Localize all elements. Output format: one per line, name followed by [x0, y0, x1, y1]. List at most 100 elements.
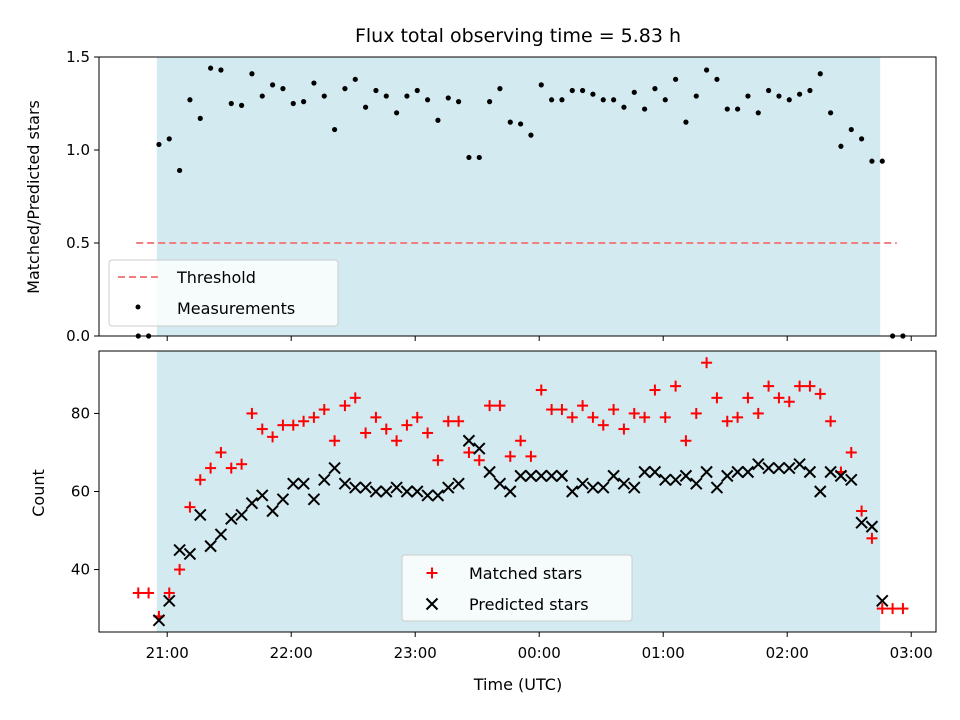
- x-tick-label: 03:00: [890, 644, 933, 662]
- predicted-star-point-b: [338, 477, 352, 490]
- measurement-point: [828, 110, 834, 116]
- matched-star-point: [236, 458, 248, 470]
- measurement-point: [518, 121, 524, 127]
- matched-star-point: [783, 396, 795, 408]
- predicted-star-point: [762, 461, 775, 475]
- legend-matched-marker: [426, 567, 438, 579]
- predicted-star-point-b: [638, 465, 651, 479]
- predicted-star-point-b: [793, 457, 806, 471]
- predicted-star-point: [803, 465, 817, 479]
- measurement-point: [631, 89, 637, 95]
- matched-star-point: [742, 392, 754, 404]
- predicted-star-point-b: [442, 481, 455, 494]
- measurement-point: [755, 110, 761, 116]
- measurement-point: [848, 126, 854, 133]
- measurement-point: [301, 99, 307, 105]
- matched-star-point: [463, 446, 475, 458]
- matched-star-point: [721, 415, 733, 427]
- predicted-star-point: [865, 520, 879, 533]
- matched-star-point: [432, 454, 444, 466]
- matched-star-point: [422, 427, 434, 439]
- predicted-star-point: [535, 469, 548, 483]
- measurement-point: [786, 97, 792, 103]
- predicted-star-point: [183, 547, 197, 561]
- predicted-star-point: [741, 465, 755, 479]
- measurement-point: [218, 67, 224, 73]
- predicted-star-point: [400, 485, 414, 498]
- predicted-star-point: [648, 465, 662, 479]
- predicted-star-point-b: [524, 469, 538, 483]
- predicted-star-point: [256, 489, 269, 502]
- measurement-point: [166, 136, 172, 142]
- measurement-point: [197, 115, 203, 121]
- matched-star-point: [287, 419, 299, 431]
- predicted-star-point: [173, 543, 186, 557]
- matched-star-point: [587, 411, 599, 423]
- measurement-point: [869, 158, 875, 164]
- predicted-star-point-b: [183, 547, 197, 561]
- top-x-ticks: [166, 336, 912, 341]
- matched-star-point: [163, 587, 175, 599]
- predicted-star-point-b: [194, 508, 207, 522]
- predicted-star-point-b: [783, 461, 796, 475]
- predicted-star-point: [555, 469, 569, 483]
- predicted-star-point-b: [669, 473, 682, 486]
- predicted-star-point: [483, 465, 496, 479]
- matched-star-point: [391, 435, 403, 447]
- predicted-star-point-b: [245, 497, 259, 510]
- predicted-star-point-b: [710, 481, 724, 494]
- measurement-point: [342, 86, 348, 92]
- matched-star-point: [535, 384, 547, 396]
- predicted-star-point-b: [607, 469, 620, 483]
- predicted-star-point-b: [824, 465, 837, 479]
- predicted-star-point: [338, 477, 352, 490]
- matched-star-point: [690, 407, 702, 419]
- measurement-point: [187, 97, 193, 103]
- predicted-star-point-b: [597, 481, 610, 494]
- matched-star-point: [401, 419, 413, 431]
- measurement-point: [280, 86, 286, 92]
- predicted-star-point-b: [555, 469, 569, 483]
- bottom-legend-box: [401, 554, 633, 622]
- predicted-star-point-b: [514, 469, 527, 483]
- measurement-point: [208, 65, 214, 71]
- matched-star-point: [184, 501, 196, 513]
- measurement-point: [879, 158, 885, 164]
- measurement-point: [673, 76, 679, 82]
- measurement-point: [817, 71, 823, 77]
- measurement-point: [580, 87, 586, 94]
- matched-star-point: [267, 431, 279, 443]
- matched-star-point: [639, 411, 651, 423]
- predicted-star-point-b: [411, 485, 424, 498]
- matched-star-point: [318, 404, 330, 416]
- matched-star-point: [277, 419, 289, 431]
- predicted-star-point-b: [772, 461, 786, 475]
- matched-star-point: [711, 392, 723, 404]
- matched-star-point: [814, 388, 826, 400]
- matched-star-point: [649, 384, 661, 396]
- top-y-axis: 0.0 0.5 1.0 1.5: [66, 48, 99, 345]
- matched-star-point: [205, 462, 217, 474]
- measurement-point: [228, 100, 234, 107]
- predicted-star-point-b: [380, 485, 393, 498]
- predicted-star-point-b: [845, 473, 858, 486]
- predicted-star-point: [690, 477, 703, 490]
- measurement-point: [456, 99, 462, 105]
- predicted-star-point-b: [328, 461, 341, 475]
- matched-star-point: [298, 415, 310, 427]
- matched-star-point: [670, 380, 682, 392]
- matched-star-point: [308, 411, 320, 423]
- predicted-star-point: [772, 461, 786, 475]
- matched-star-point: [143, 587, 155, 599]
- matched-star-point: [680, 435, 692, 447]
- measurement-point: [590, 91, 596, 97]
- measurement-point: [383, 93, 389, 99]
- predicted-star-point-b: [318, 473, 331, 486]
- predicted-star-point-b: [359, 481, 372, 494]
- matched-star-point: [339, 400, 351, 412]
- top-y-tick-label: 0.0: [66, 327, 90, 345]
- predicted-star-point-b: [679, 469, 693, 483]
- predicted-star-point: [266, 504, 279, 518]
- predicted-star-point: [245, 497, 259, 510]
